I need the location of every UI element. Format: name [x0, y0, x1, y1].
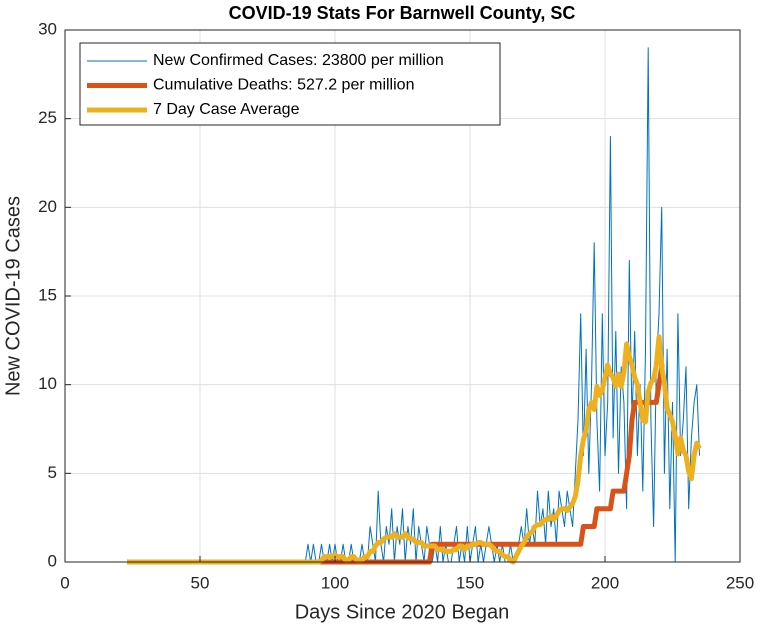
chart-title: COVID-19 Stats For Barnwell County, SC — [229, 3, 576, 23]
x-tick-label: 250 — [726, 573, 754, 592]
legend: New Confirmed Cases: 23800 per million Cu… — [79, 42, 501, 126]
y-tick-label: 10 — [38, 374, 57, 393]
y-tick-label: 30 — [38, 19, 57, 38]
ticks: 0 50 100 150 200 250 0 5 10 15 20 25 30 — [38, 19, 754, 592]
legend-label: 7 Day Case Average — [153, 101, 300, 118]
y-tick-label: 25 — [38, 108, 57, 127]
x-tick-label: 150 — [456, 573, 484, 592]
legend-label: Cumulative Deaths: 527.2 per million — [153, 77, 414, 94]
x-tick-label: 0 — [60, 573, 69, 592]
y-tick-label: 15 — [38, 285, 57, 304]
x-axis-label: Days Since 2020 Began — [295, 601, 510, 623]
x-tick-label: 50 — [191, 573, 210, 592]
y-tick-label: 20 — [38, 197, 57, 216]
y-tick-label: 5 — [48, 463, 57, 482]
x-tick-label: 100 — [321, 573, 349, 592]
legend-label: New Confirmed Cases: 23800 per million — [153, 52, 444, 69]
y-axis-label: New COVID-19 Cases — [2, 196, 24, 396]
y-tick-label: 0 — [48, 551, 57, 570]
x-tick-label: 200 — [591, 573, 619, 592]
legend-box — [79, 42, 501, 126]
